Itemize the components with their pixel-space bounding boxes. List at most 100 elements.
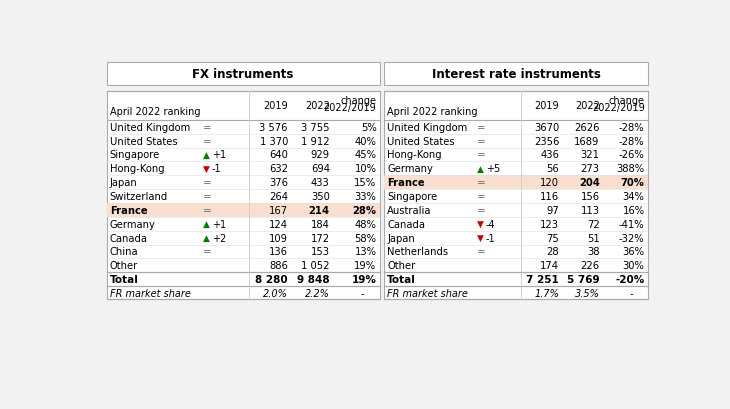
Text: United Kingdom: United Kingdom (110, 122, 190, 133)
Text: 58%: 58% (355, 233, 377, 243)
Text: =: = (203, 136, 212, 146)
Text: -41%: -41% (619, 219, 645, 229)
Text: 113: 113 (580, 205, 599, 216)
Text: 30%: 30% (623, 261, 645, 271)
Text: Singapore: Singapore (110, 150, 160, 160)
Text: 2019: 2019 (534, 101, 559, 111)
Text: 376: 376 (269, 178, 288, 188)
Text: 2.0%: 2.0% (263, 288, 288, 298)
Text: 1 912: 1 912 (301, 136, 330, 146)
Text: +2: +2 (212, 233, 226, 243)
Text: ▼: ▼ (477, 234, 484, 243)
Text: change: change (609, 96, 645, 106)
Text: 5 769: 5 769 (567, 274, 599, 285)
Text: 2019: 2019 (264, 101, 288, 111)
Text: 51: 51 (587, 233, 599, 243)
Text: 226: 226 (580, 261, 599, 271)
Text: -1: -1 (486, 233, 496, 243)
Text: 19%: 19% (354, 261, 377, 271)
Text: 172: 172 (311, 233, 330, 243)
Text: 15%: 15% (354, 178, 377, 188)
Text: 1689: 1689 (575, 136, 599, 146)
Text: 153: 153 (311, 247, 330, 257)
Text: Australia: Australia (388, 205, 432, 216)
Text: 1 052: 1 052 (301, 261, 330, 271)
Text: 350: 350 (311, 191, 330, 202)
Text: Canada: Canada (388, 219, 426, 229)
Text: 2626: 2626 (574, 122, 599, 133)
Text: 929: 929 (311, 150, 330, 160)
Text: 640: 640 (269, 150, 288, 160)
Text: =: = (477, 136, 486, 146)
Text: 5%: 5% (361, 122, 377, 133)
Text: 48%: 48% (355, 219, 377, 229)
Text: 3.5%: 3.5% (575, 288, 599, 298)
Text: France: France (110, 205, 147, 216)
Text: 2022/2019: 2022/2019 (592, 103, 645, 113)
Text: 2022/2019: 2022/2019 (323, 103, 377, 113)
Text: 214: 214 (309, 205, 330, 216)
Text: 2356: 2356 (534, 136, 559, 146)
Text: FX instruments: FX instruments (193, 68, 294, 81)
Text: 70%: 70% (620, 178, 645, 188)
Text: 886: 886 (269, 261, 288, 271)
Text: ▲: ▲ (203, 234, 210, 243)
Bar (384, 91, 648, 299)
Text: 16%: 16% (623, 205, 645, 216)
Text: 72: 72 (587, 219, 599, 229)
Text: =: = (477, 122, 486, 133)
Text: Other: Other (388, 261, 415, 271)
Text: =: = (203, 178, 212, 188)
Bar (384, 176, 648, 190)
Text: -32%: -32% (619, 233, 645, 243)
Text: 2022: 2022 (305, 101, 330, 111)
Text: 204: 204 (579, 178, 599, 188)
Text: Germany: Germany (388, 164, 433, 174)
Text: 75: 75 (547, 233, 559, 243)
Text: -20%: -20% (615, 274, 645, 285)
Text: Singapore: Singapore (388, 191, 437, 202)
Text: FR market share: FR market share (388, 288, 468, 298)
Text: 184: 184 (311, 219, 330, 229)
Text: Germany: Germany (110, 219, 155, 229)
Text: Canada: Canada (110, 233, 148, 243)
Text: =: = (477, 178, 486, 188)
Text: 45%: 45% (355, 150, 377, 160)
Text: 124: 124 (269, 219, 288, 229)
Text: ▲: ▲ (203, 151, 210, 160)
Text: -1: -1 (212, 164, 221, 174)
Text: =: = (477, 191, 486, 202)
Text: Other: Other (110, 261, 138, 271)
Text: 433: 433 (311, 178, 330, 188)
Text: 13%: 13% (355, 247, 377, 257)
Text: Japan: Japan (110, 178, 137, 188)
Text: 33%: 33% (355, 191, 377, 202)
Text: +1: +1 (212, 219, 226, 229)
Text: 436: 436 (540, 150, 559, 160)
Text: Switzerland: Switzerland (110, 191, 168, 202)
Text: 2.2%: 2.2% (305, 288, 330, 298)
Text: =: = (203, 247, 212, 257)
Text: 120: 120 (540, 178, 559, 188)
Text: Japan: Japan (388, 233, 415, 243)
Text: +5: +5 (486, 164, 500, 174)
Text: Hong-Kong: Hong-Kong (388, 150, 442, 160)
Text: 388%: 388% (616, 164, 645, 174)
Bar (384, 63, 648, 86)
Text: 3670: 3670 (534, 122, 559, 133)
Text: 19%: 19% (352, 274, 377, 285)
Text: 9 848: 9 848 (297, 274, 330, 285)
Text: Hong-Kong: Hong-Kong (110, 164, 164, 174)
Text: 34%: 34% (623, 191, 645, 202)
Text: 8 280: 8 280 (255, 274, 288, 285)
Text: 36%: 36% (623, 247, 645, 257)
Text: ▼: ▼ (203, 164, 210, 173)
Text: 694: 694 (311, 164, 330, 174)
Text: -4: -4 (486, 219, 496, 229)
Text: -26%: -26% (619, 150, 645, 160)
Text: 38: 38 (587, 247, 599, 257)
Text: 632: 632 (269, 164, 288, 174)
Bar (107, 63, 380, 86)
Text: 2022: 2022 (575, 101, 599, 111)
Text: 109: 109 (269, 233, 288, 243)
